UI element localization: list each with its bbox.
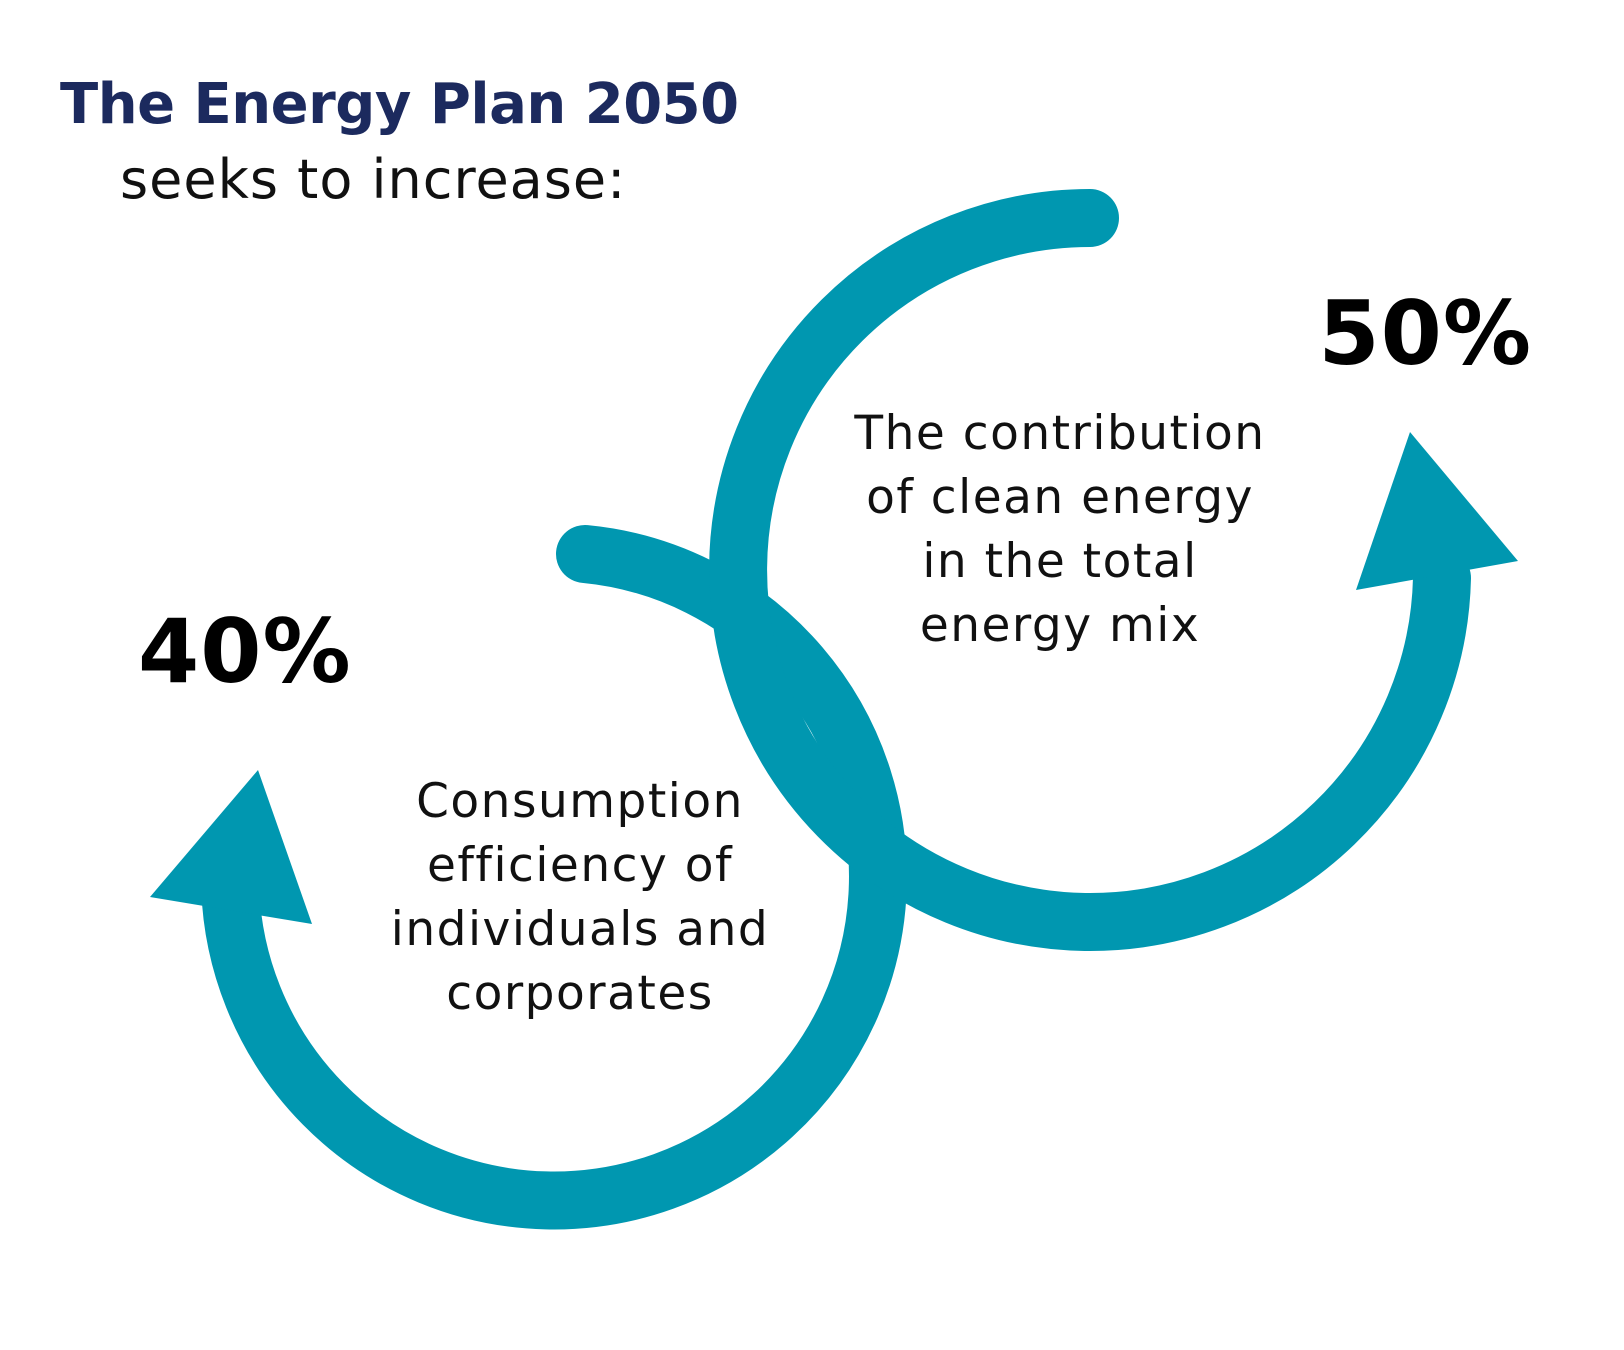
page-title: The Energy Plan 2050 xyxy=(60,72,739,137)
curved-arrow-up-left-icon xyxy=(150,525,907,1230)
efficiency-target-description: Consumption efficiency of individuals an… xyxy=(300,770,860,1026)
description-line: efficiency of xyxy=(426,838,734,893)
description-line: energy mix xyxy=(919,598,1201,653)
clean-energy-target-value: 50% xyxy=(1318,282,1532,385)
clean-energy-target-description: The contribution of clean energy in the … xyxy=(780,402,1340,658)
arrow-upper-head xyxy=(1356,432,1518,590)
arrow-lower-arc xyxy=(201,525,907,1230)
page-subtitle: seeks to increase: xyxy=(120,148,627,211)
arrow-lower-head xyxy=(150,770,312,924)
efficiency-target-value: 40% xyxy=(138,600,352,703)
curved-arrow-up-right-icon xyxy=(709,189,1518,951)
description-line: of clean energy xyxy=(866,470,1254,525)
description-line: in the total xyxy=(922,534,1198,589)
description-line: The contribution xyxy=(854,406,1266,461)
arrow-upper-arc xyxy=(709,189,1471,951)
description-line: Consumption xyxy=(416,774,744,829)
description-line: individuals and xyxy=(390,902,770,957)
description-line: corporates xyxy=(446,966,714,1021)
